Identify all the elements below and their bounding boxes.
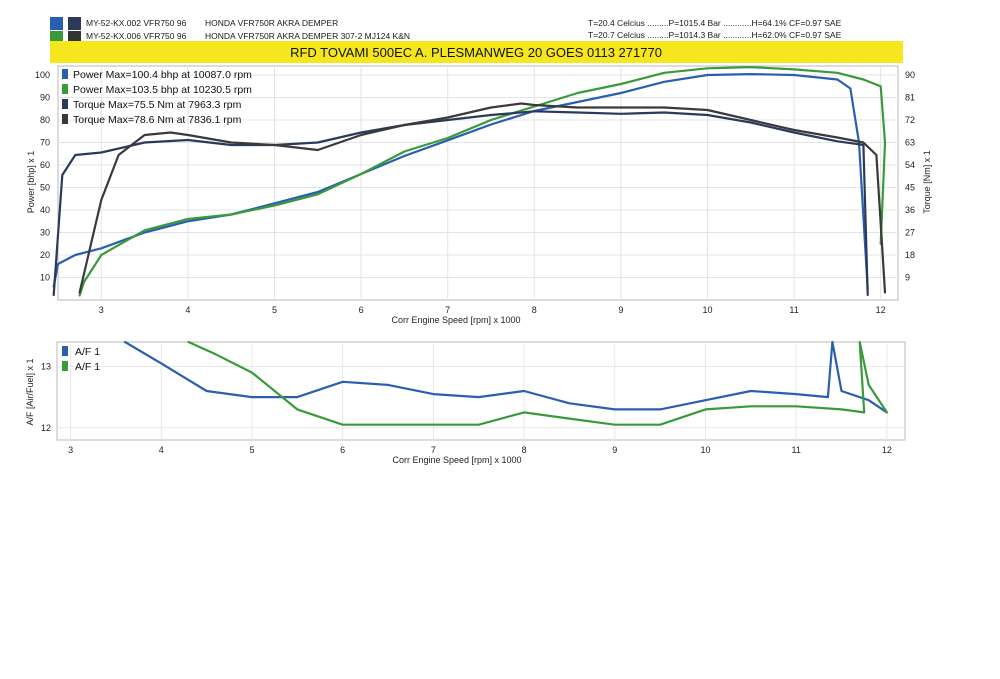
main-y2-tick-label: 72 [905, 115, 915, 125]
af-x-tick-label: 9 [612, 445, 617, 455]
main-x-tick-label: 5 [272, 305, 277, 315]
af-legend-1: A/F 1 [75, 346, 100, 358]
af-y-tick-label: 13 [41, 362, 51, 372]
main-y-tick-label: 80 [40, 115, 50, 125]
af-y-axis-label: A/F [Air/Fuel] x 1 [25, 358, 35, 425]
torque-curve-1 [52, 110, 869, 297]
run1-conditions: T=20.4 Celcius .........P=1015.4 Bar ...… [588, 18, 842, 28]
main-x-tick-label: 9 [618, 305, 623, 315]
legend-swatch-power-2 [62, 84, 68, 94]
main-y2-tick-label: 45 [905, 183, 915, 193]
legend-swatch-torque-2 [62, 114, 68, 124]
main-y-tick-label: 20 [40, 250, 50, 260]
torque-curve-2 [78, 102, 887, 294]
af-curve-1 [123, 340, 888, 414]
af-legend: A/F 1 A/F 1 [62, 346, 100, 373]
legend-power-2: Power Max=103.5 bhp at 10230.5 rpm [73, 84, 252, 96]
main-x-tick-label: 4 [185, 305, 190, 315]
main-y-tick-label: 90 [40, 93, 50, 103]
main-x-tick-label: 11 [789, 305, 798, 315]
legend-swatch-torque-1 [62, 99, 68, 109]
main-y-tick-label: 60 [40, 160, 50, 170]
af-x-tick-label: 7 [431, 445, 436, 455]
main-y2-tick-label: 63 [905, 138, 915, 148]
main-y2-tick-label: 18 [905, 250, 915, 260]
main-x-tick-label: 10 [702, 305, 712, 315]
af-x-tick-label: 5 [249, 445, 254, 455]
legend-swatch-power-1 [62, 69, 68, 79]
run2-id: MY-52-KX.006 VFR750 96 [86, 31, 187, 41]
main-y2-tick-label: 81 [905, 93, 915, 103]
af-x-tick-label: 12 [882, 445, 892, 455]
main-y-axis-label: Power [bhp] x 1 [26, 151, 36, 214]
main-x-tick-label: 3 [99, 305, 104, 315]
af-y-tick-label: 12 [41, 423, 51, 433]
af-x-tick-label: 11 [791, 445, 800, 455]
af-curve-2 [187, 340, 888, 426]
af-legend-swatch-2 [62, 361, 68, 371]
run1-id: MY-52-KX.002 VFR750 96 [86, 18, 187, 28]
run1-swatch-b [68, 17, 81, 30]
af-plot-frame [56, 341, 906, 441]
main-legend: Power Max=100.4 bhp at 10087.0 rpm Power… [62, 69, 252, 126]
main-x-tick-label: 6 [359, 305, 364, 315]
af-legend-swatch-1 [62, 346, 68, 356]
run2-swatch-a [50, 31, 63, 44]
main-y-tick-label: 70 [40, 138, 50, 148]
main-plot-frame [57, 65, 899, 301]
air-fuel-chart: 3 4 5 6 7 8 9 10 11 12 12 13 Corr Engine Speed [rpm… [25, 340, 906, 465]
main-x-tick-label: 7 [445, 305, 450, 315]
main-y-tick-label: 10 [40, 273, 50, 283]
af-x-tick-label: 10 [700, 445, 710, 455]
main-x-tick-label: 12 [876, 305, 886, 315]
run-list: MY-52-KX.002 VFR750 96 HONDA VFR750R AKR… [50, 17, 842, 44]
main-y2-tick-label: 54 [905, 160, 915, 170]
main-y-tick-label: 40 [40, 205, 50, 215]
run2-desc: HONDA VFR750R AKRA DEMPER 307-2 MJ124 K&… [205, 31, 410, 41]
af-x-tick-label: 6 [340, 445, 345, 455]
run2-conditions: T=20.7 Celcius .........P=1014.3 Bar ...… [588, 30, 842, 40]
power-torque-chart: 3 4 5 6 7 8 9 10 11 12102030405060708090100918273… [26, 65, 932, 325]
main-x-tick-label: 8 [532, 305, 537, 315]
legend-power-1: Power Max=100.4 bhp at 10087.0 rpm [73, 69, 252, 81]
main-y2-tick-label: 9 [905, 273, 910, 283]
run1-desc: HONDA VFR750R AKRA DEMPER [205, 18, 338, 28]
main-y2-tick-label: 27 [905, 228, 915, 238]
shop-banner: RFD TOVAMI 500EC A. PLESMANWEG 20 GOES 0… [290, 45, 662, 60]
run1-swatch-a [50, 17, 63, 30]
af-x-tick-label: 8 [522, 445, 527, 455]
main-y-tick-label: 50 [40, 183, 50, 193]
main-y2-tick-label: 90 [905, 70, 915, 80]
main-y2-axis-label: Torque [Nm] x 1 [922, 150, 932, 214]
af-x-axis-label: Corr Engine Speed [rpm] x 1000 [392, 455, 521, 465]
af-x-tick-label: 4 [159, 445, 164, 455]
legend-torque-2: Torque Max=78.6 Nm at 7836.1 rpm [73, 114, 242, 126]
main-y-tick-label: 30 [40, 228, 50, 238]
legend-torque-1: Torque Max=75.5 Nm at 7963.3 rpm [73, 99, 242, 111]
run2-swatch-b [68, 31, 81, 44]
af-x-tick-label: 3 [68, 445, 73, 455]
main-x-axis-label: Corr Engine Speed [rpm] x 1000 [391, 315, 520, 325]
main-y2-tick-label: 36 [905, 205, 915, 215]
main-y-tick-label: 100 [35, 70, 50, 80]
shop-banner-bg [50, 41, 903, 63]
af-legend-2: A/F 1 [75, 361, 100, 373]
